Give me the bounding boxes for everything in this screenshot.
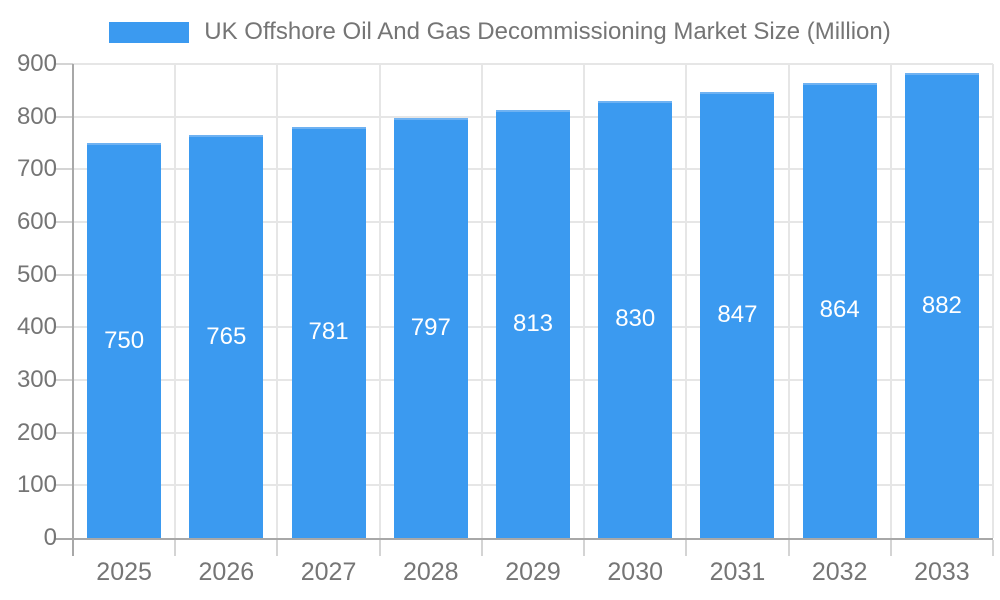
bar-value-label: 830 bbox=[615, 305, 656, 333]
y-axis-label: 900 bbox=[16, 50, 57, 77]
y-tick bbox=[55, 326, 73, 329]
bar[interactable] bbox=[598, 100, 673, 538]
y-axis-label: 700 bbox=[16, 155, 57, 183]
x-tick bbox=[787, 540, 790, 556]
bar[interactable] bbox=[393, 118, 468, 538]
x-tick bbox=[992, 540, 994, 556]
y-axis-label: 400 bbox=[16, 313, 57, 341]
x-gridline bbox=[480, 64, 483, 538]
bar[interactable] bbox=[496, 109, 570, 538]
x-tick bbox=[174, 540, 177, 556]
bar-value-label: 882 bbox=[921, 291, 962, 319]
x-axis-label[interactable]: 2031 bbox=[709, 558, 766, 586]
x-gridline bbox=[174, 64, 177, 538]
x-axis-label[interactable]: 2026 bbox=[198, 558, 255, 586]
x-tick bbox=[480, 540, 483, 556]
y-axis-label: 200 bbox=[16, 418, 57, 446]
x-gridline bbox=[378, 64, 381, 538]
bar-value-label: 781 bbox=[308, 318, 349, 346]
x-gridline bbox=[787, 64, 790, 538]
legend-swatch bbox=[109, 21, 190, 43]
bar-value-label: 864 bbox=[819, 296, 860, 324]
y-tick bbox=[55, 379, 73, 381]
x-gridline bbox=[992, 64, 994, 538]
bar[interactable] bbox=[700, 91, 775, 538]
legend[interactable]: UK Offshore Oil And Gas Decommissioning … bbox=[0, 18, 1000, 45]
x-tick bbox=[685, 540, 688, 556]
y-tick bbox=[55, 168, 73, 171]
bar-value-label: 847 bbox=[717, 300, 758, 328]
y-axis-line bbox=[72, 64, 74, 556]
y-tick bbox=[55, 484, 73, 487]
x-gridline bbox=[889, 64, 892, 538]
bar-value-label: 797 bbox=[410, 314, 451, 342]
x-gridline bbox=[276, 64, 279, 538]
bar[interactable] bbox=[291, 126, 366, 538]
y-gridline bbox=[73, 63, 993, 65]
bar[interactable] bbox=[87, 143, 162, 538]
x-tick bbox=[276, 540, 279, 556]
x-tick bbox=[378, 540, 381, 556]
bar-value-label: 750 bbox=[104, 326, 145, 354]
x-axis-label[interactable]: 2032 bbox=[811, 558, 868, 586]
x-gridline bbox=[685, 64, 688, 538]
y-tick bbox=[55, 221, 73, 223]
x-axis-label[interactable]: 2029 bbox=[505, 558, 561, 586]
y-tick bbox=[55, 273, 73, 276]
x-tick bbox=[889, 540, 892, 556]
bar-value-label: 765 bbox=[206, 322, 247, 350]
x-axis-label[interactable]: 2028 bbox=[402, 558, 459, 586]
y-tick bbox=[55, 115, 73, 118]
bar[interactable] bbox=[802, 82, 877, 538]
bar[interactable] bbox=[189, 135, 264, 538]
y-tick bbox=[55, 63, 73, 65]
y-axis-label: 500 bbox=[16, 260, 57, 288]
x-axis-line bbox=[55, 538, 993, 540]
x-axis-label[interactable]: 2027 bbox=[300, 558, 357, 586]
x-tick bbox=[583, 540, 586, 556]
y-axis-label: 100 bbox=[16, 471, 57, 499]
y-tick bbox=[55, 431, 73, 434]
x-axis-label[interactable]: 2025 bbox=[96, 558, 152, 586]
bar[interactable] bbox=[904, 73, 979, 538]
y-axis-label: 300 bbox=[16, 366, 57, 393]
legend-label: UK Offshore Oil And Gas Decommissioning … bbox=[204, 18, 891, 45]
y-axis-label: 600 bbox=[16, 208, 57, 235]
x-gridline bbox=[583, 64, 586, 538]
y-axis-label: 800 bbox=[16, 102, 57, 130]
x-axis-label[interactable]: 2030 bbox=[607, 558, 664, 586]
bar-value-label: 813 bbox=[512, 309, 554, 337]
y-axis-label: 0 bbox=[43, 524, 57, 551]
x-axis-label[interactable]: 2033 bbox=[914, 558, 970, 586]
